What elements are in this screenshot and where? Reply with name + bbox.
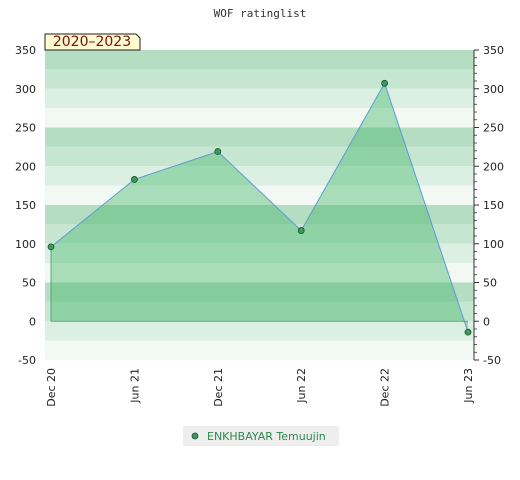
y-axis-left: -50 0 50 100 150 200 250 300 350 <box>15 44 36 367</box>
y-tick-label-left: 50 <box>22 277 36 290</box>
legend-marker <box>191 432 199 440</box>
period-badge: 2020–2023 <box>44 33 141 51</box>
background-band <box>45 301 474 322</box>
background-band <box>45 340 474 360</box>
data-point <box>130 176 138 183</box>
y-tick-label-right: 0 <box>483 315 490 328</box>
background-band <box>45 282 474 302</box>
background-band <box>45 224 474 244</box>
background-band <box>45 263 474 283</box>
y-tick-label-right: 100 <box>483 238 504 251</box>
background-band <box>45 243 474 264</box>
background-band <box>45 127 474 147</box>
data-point <box>381 79 389 87</box>
period-badge-label: 2020–2023 <box>53 34 131 50</box>
data-point <box>214 148 222 155</box>
x-tick-label: Jun 21 <box>128 368 141 404</box>
data-point <box>464 328 472 336</box>
x-tick-label: Dec 21 <box>212 368 225 407</box>
y-tick-label-left: 150 <box>15 199 36 212</box>
y-tick-label-left: -50 <box>18 354 36 367</box>
background-band <box>45 50 474 70</box>
y-tick-label-right: 50 <box>483 277 497 290</box>
plot-area <box>50 82 469 333</box>
background-band <box>45 146 474 167</box>
y-tick-label-left: 0 <box>29 315 36 328</box>
x-axis: Dec 20 Jun 21 Dec 21 Jun 22 Dec 22 Jun 23 <box>45 368 475 407</box>
y-tick-label-left: 200 <box>15 160 36 173</box>
background-band <box>45 69 474 89</box>
y-tick-label-right: 150 <box>483 199 504 212</box>
data-point <box>47 243 55 251</box>
y-tick-label-right: 300 <box>483 83 504 96</box>
y-tick-label-left: 350 <box>15 44 36 57</box>
x-tick-label: Jun 23 <box>462 368 475 404</box>
y-tick-label-right: 200 <box>483 160 504 173</box>
legend-label: ENKHBAYAR Temuujin <box>207 430 326 443</box>
background-band <box>45 205 474 225</box>
series-area <box>51 83 468 333</box>
x-tick-label: Dec 20 <box>45 368 58 407</box>
x-tick-label: Jun 22 <box>295 368 308 404</box>
background-band <box>45 321 474 341</box>
background-bands <box>45 50 474 360</box>
background-band <box>45 166 474 186</box>
background-band <box>45 108 474 128</box>
y-tick-label-left: 300 <box>15 83 36 96</box>
y-tick-label-left: 100 <box>15 238 36 251</box>
x-tick-label: Dec 22 <box>379 368 392 407</box>
y-tick-label-right: -50 <box>483 354 501 367</box>
background-band <box>45 185 474 205</box>
y-tick-label-left: 250 <box>15 122 36 135</box>
chart-title: WOF ratinglist <box>214 7 307 20</box>
background-band <box>45 88 474 109</box>
y-tick-label-right: 250 <box>483 122 504 135</box>
y-tick-label-right: 350 <box>483 44 504 57</box>
data-point <box>297 227 305 234</box>
series-line <box>50 82 469 333</box>
legend: ENKHBAYAR Temuujin <box>183 426 339 446</box>
data-markers <box>47 79 472 336</box>
y-axis-right: -50 0 50 100 150 200 250 300 350 <box>473 44 504 367</box>
